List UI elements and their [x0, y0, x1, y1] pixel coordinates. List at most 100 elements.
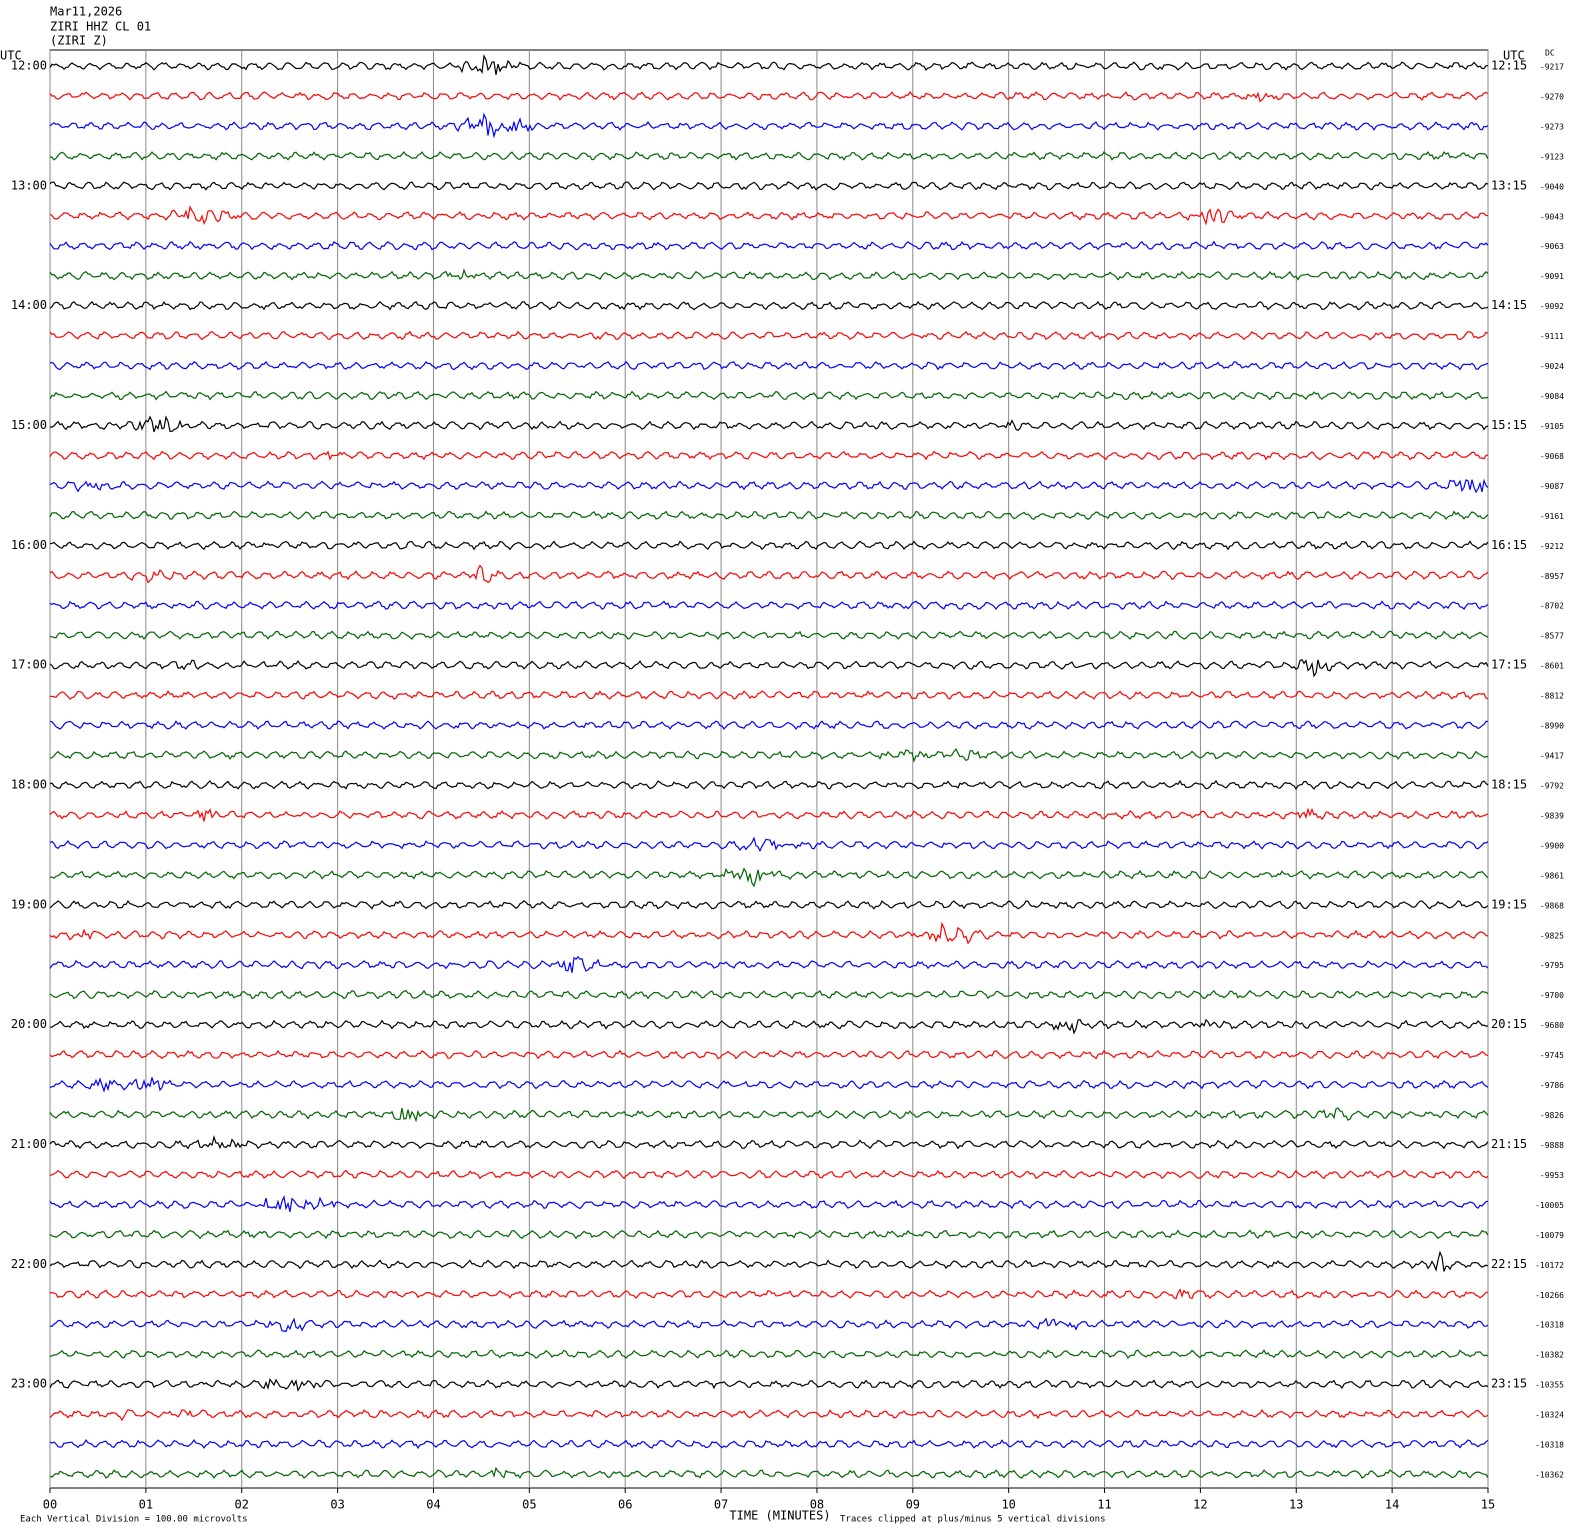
dc-value: -9087 [1540, 482, 1564, 491]
scale-note: Each Vertical Division = 100.00 microvol… [20, 1515, 248, 1525]
trace [49, 181, 1489, 191]
left-time-label: 21:00 [11, 1137, 47, 1151]
dc-value: -10355 [1535, 1381, 1564, 1390]
trace [49, 1408, 1489, 1422]
dc-value: -10318 [1535, 1321, 1564, 1330]
trace [49, 151, 1489, 161]
dc-value: -9068 [1540, 452, 1564, 461]
dc-value: -8577 [1540, 632, 1564, 641]
x-tick-label: 09 [906, 1498, 920, 1512]
trace [49, 1229, 1489, 1240]
left-utc: UTC [0, 49, 22, 63]
dc-label: DC [1545, 49, 1555, 58]
x-tick-label: 03 [330, 1498, 344, 1512]
x-tick-label: 10 [1001, 1498, 1015, 1512]
left-time-label: 17:00 [11, 658, 47, 672]
dc-value: -9092 [1540, 302, 1564, 311]
left-time-label: 20:00 [11, 1017, 47, 1031]
clip-note: Traces clipped at plus/minus 5 vertical … [840, 1515, 1106, 1525]
right-time-label: 19:15 [1491, 897, 1527, 911]
dc-value: -9270 [1540, 92, 1564, 101]
dc-value: -8990 [1540, 722, 1564, 731]
dc-value: -9888 [1540, 1141, 1564, 1150]
trace [49, 390, 1489, 401]
header-station: ZIRI HHZ CL 01 [50, 20, 151, 34]
x-tick-label: 01 [139, 1498, 153, 1512]
trace [49, 90, 1489, 103]
dc-value: -9273 [1540, 122, 1564, 131]
dc-value: -9861 [1540, 871, 1564, 880]
right-time-label: 14:15 [1491, 298, 1527, 312]
dc-value: -8702 [1540, 602, 1564, 611]
right-time-label: 16:15 [1491, 538, 1527, 552]
dc-value: -9105 [1540, 422, 1564, 431]
trace [49, 900, 1489, 910]
trace [49, 658, 1489, 678]
trace [49, 989, 1489, 1000]
trace [49, 360, 1489, 371]
trace [49, 54, 1488, 75]
x-tick-label: 15 [1481, 1498, 1495, 1512]
dc-value: -9084 [1540, 392, 1564, 401]
left-time-label: 15:00 [11, 418, 47, 432]
trace [49, 510, 1489, 521]
dc-value: -9123 [1540, 152, 1564, 161]
dc-value: -9795 [1540, 961, 1564, 970]
dc-value: -9839 [1540, 811, 1564, 820]
dc-value: -10172 [1535, 1261, 1564, 1270]
dc-value: -10005 [1535, 1201, 1564, 1210]
trace [49, 478, 1489, 494]
plot-frame [49, 49, 1489, 1489]
trace [49, 540, 1489, 551]
x-tick-label: 00 [43, 1498, 57, 1512]
dc-value: -9792 [1540, 781, 1564, 790]
trace [49, 415, 1489, 433]
right-time-label: 13:15 [1491, 178, 1527, 192]
dc-value: -9043 [1540, 212, 1564, 221]
dc-value: -8957 [1540, 572, 1564, 581]
trace [49, 564, 1489, 584]
dc-value: -9040 [1540, 182, 1564, 191]
dc-value: -9217 [1540, 63, 1564, 72]
trace [49, 955, 1489, 973]
x-tick-label: 14 [1385, 1498, 1399, 1512]
dc-value: -8812 [1540, 692, 1564, 701]
trace [50, 1018, 1489, 1035]
left-time-label: 16:00 [11, 538, 47, 552]
x-tick-label: 07 [714, 1498, 728, 1512]
x-tick-label: 06 [618, 1498, 632, 1512]
trace [49, 1107, 1489, 1123]
trace [49, 240, 1489, 251]
right-time-label: 15:15 [1491, 418, 1527, 432]
trace [49, 205, 1489, 226]
dc-value: -10382 [1535, 1351, 1564, 1360]
trace [49, 1288, 1489, 1300]
trace [49, 836, 1489, 853]
dc-value: -9063 [1540, 242, 1564, 251]
dc-value: -9745 [1540, 1051, 1564, 1060]
dc-value: -10266 [1535, 1291, 1564, 1300]
header-channel: (ZIRI Z) [50, 34, 108, 48]
dc-value: -10318 [1535, 1441, 1564, 1450]
dc-value: -10324 [1535, 1411, 1564, 1420]
right-time-label: 22:15 [1491, 1257, 1527, 1271]
dc-value: -9024 [1540, 362, 1564, 371]
trace [49, 450, 1489, 461]
dc-value: -9786 [1540, 1081, 1564, 1090]
trace [49, 1377, 1489, 1392]
trace [49, 921, 1489, 945]
left-time-label: 19:00 [11, 897, 47, 911]
dc-value: -9953 [1540, 1171, 1564, 1180]
trace [49, 1077, 1489, 1093]
trace [49, 867, 1489, 888]
trace [49, 1049, 1489, 1060]
trace [49, 1169, 1489, 1180]
trace [49, 300, 1489, 311]
trace [49, 1439, 1489, 1450]
trace [49, 720, 1489, 730]
right-time-label: 23:15 [1491, 1377, 1527, 1391]
dc-value: -9900 [1540, 841, 1564, 850]
x-tick-label: 02 [235, 1498, 249, 1512]
dc-value: -10079 [1535, 1231, 1564, 1240]
